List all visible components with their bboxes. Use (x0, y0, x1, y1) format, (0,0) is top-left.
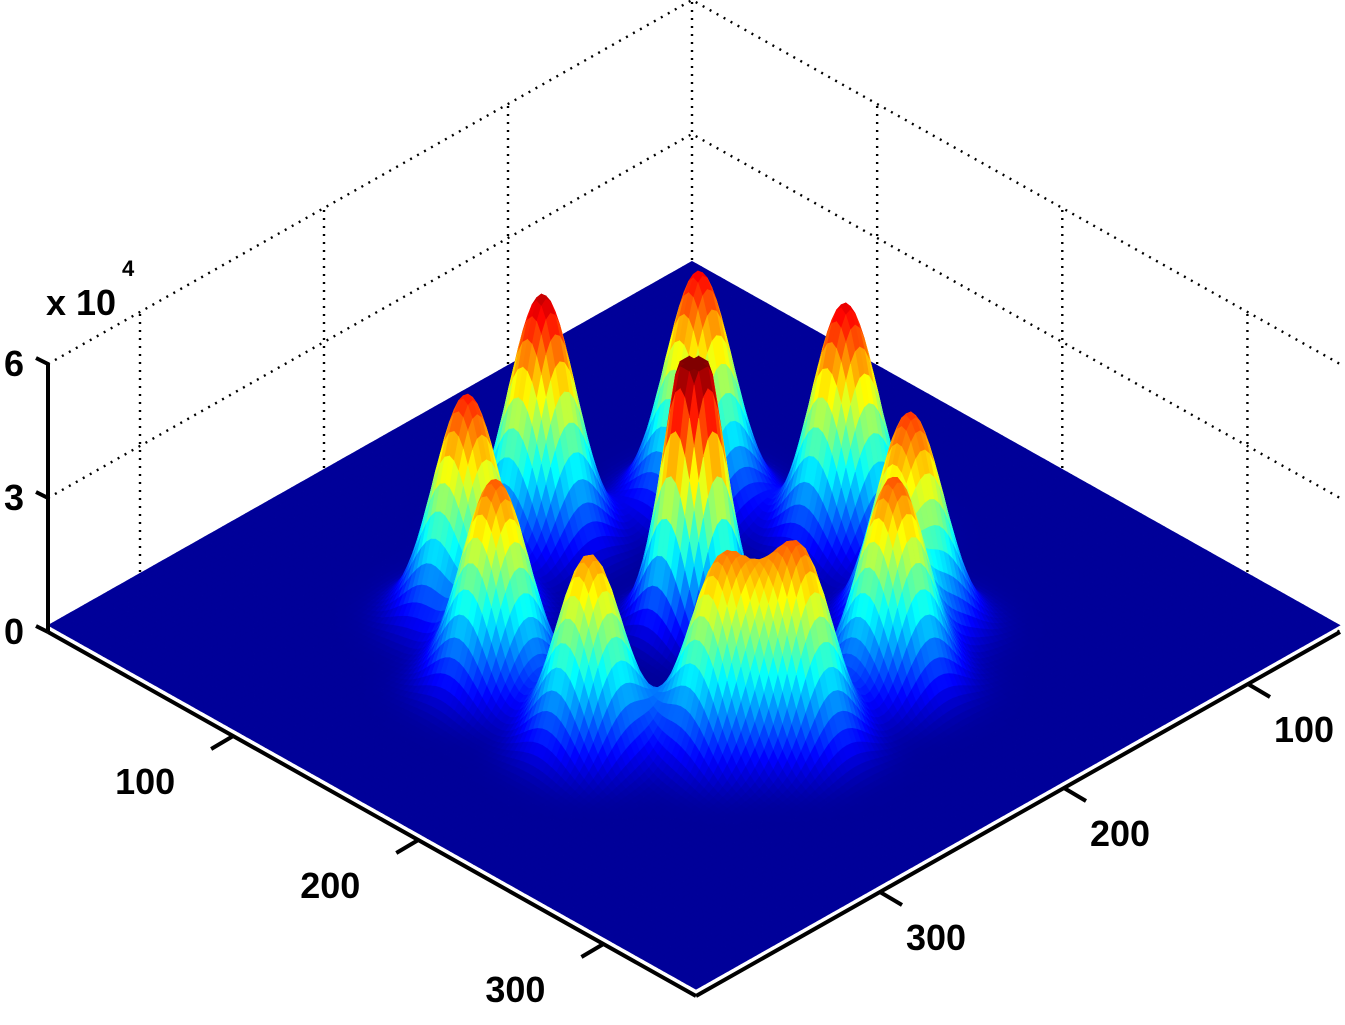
surface-layer (47, 260, 1341, 990)
